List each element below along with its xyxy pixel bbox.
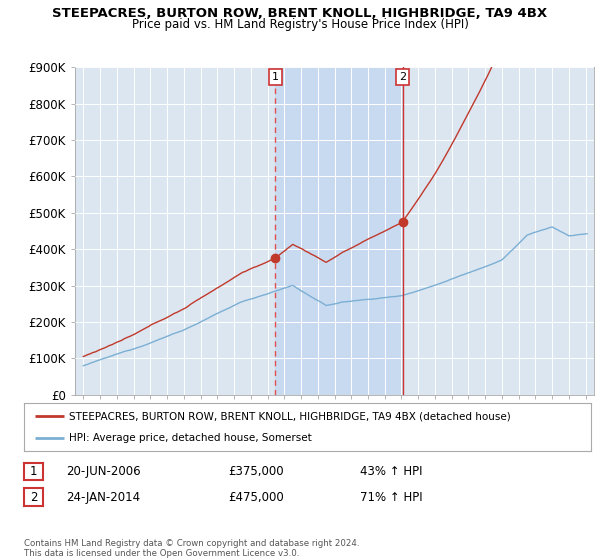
Text: 1: 1 bbox=[30, 465, 37, 478]
Text: £475,000: £475,000 bbox=[228, 491, 284, 504]
Text: 20-JUN-2006: 20-JUN-2006 bbox=[66, 465, 140, 478]
Text: 1: 1 bbox=[272, 72, 279, 82]
Text: 43% ↑ HPI: 43% ↑ HPI bbox=[360, 465, 422, 478]
Text: Contains HM Land Registry data © Crown copyright and database right 2024.
This d: Contains HM Land Registry data © Crown c… bbox=[24, 539, 359, 558]
Text: HPI: Average price, detached house, Somerset: HPI: Average price, detached house, Some… bbox=[70, 433, 312, 443]
Text: 71% ↑ HPI: 71% ↑ HPI bbox=[360, 491, 422, 504]
Bar bbox=[275, 67, 403, 395]
Text: 24-JAN-2014: 24-JAN-2014 bbox=[66, 491, 140, 504]
Text: 2: 2 bbox=[399, 72, 406, 82]
Text: 2: 2 bbox=[30, 491, 37, 504]
Text: Price paid vs. HM Land Registry's House Price Index (HPI): Price paid vs. HM Land Registry's House … bbox=[131, 18, 469, 31]
Text: STEEPACRES, BURTON ROW, BRENT KNOLL, HIGHBRIDGE, TA9 4BX: STEEPACRES, BURTON ROW, BRENT KNOLL, HIG… bbox=[52, 7, 548, 20]
Text: £375,000: £375,000 bbox=[228, 465, 284, 478]
Text: STEEPACRES, BURTON ROW, BRENT KNOLL, HIGHBRIDGE, TA9 4BX (detached house): STEEPACRES, BURTON ROW, BRENT KNOLL, HIG… bbox=[70, 411, 511, 421]
